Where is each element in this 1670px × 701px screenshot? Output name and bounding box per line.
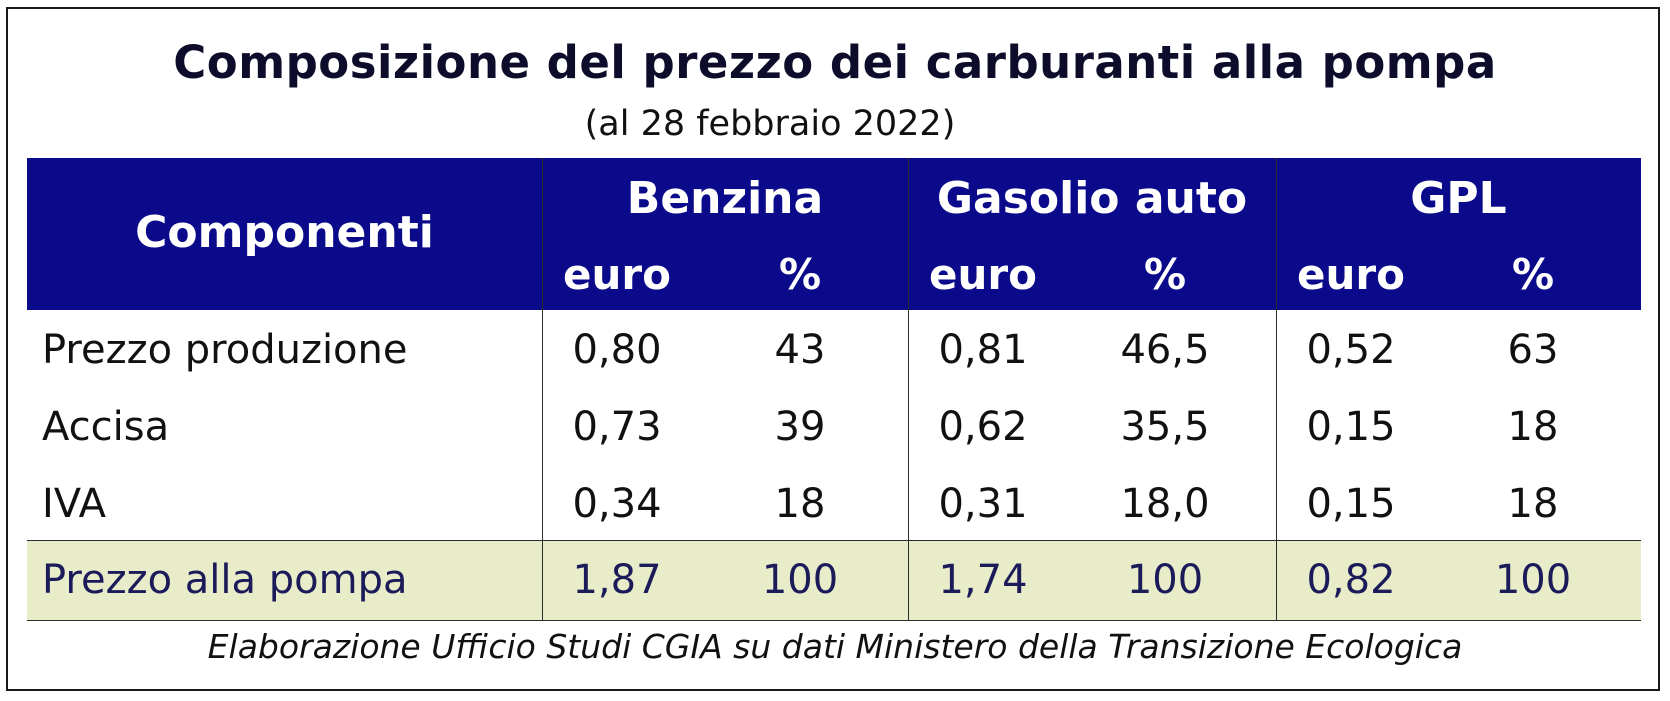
header-gpl-percent: % bbox=[1511, 250, 1555, 299]
header-gasolio-percent: % bbox=[1143, 250, 1187, 299]
table-cell: 0,34 bbox=[572, 481, 662, 527]
table-cell: 18 bbox=[1507, 481, 1559, 527]
table-cell: 63 bbox=[1507, 327, 1559, 373]
column-divider bbox=[1276, 158, 1277, 621]
row-label: Prezzo produzione bbox=[42, 327, 408, 373]
total-row-label: Prezzo alla pompa bbox=[42, 557, 408, 603]
table-cell: 0,81 bbox=[938, 327, 1028, 373]
header-benzina: Benzina bbox=[626, 173, 824, 224]
row-divider bbox=[27, 540, 1641, 541]
row-label: IVA bbox=[42, 481, 106, 527]
header-benzina-euro: euro bbox=[563, 250, 671, 299]
table-cell: 43 bbox=[774, 327, 826, 373]
table-cell: 0,31 bbox=[938, 481, 1028, 527]
table-cell: 18 bbox=[1507, 404, 1559, 450]
table-cell: 18,0 bbox=[1120, 481, 1210, 527]
table-header bbox=[27, 158, 1641, 310]
row-label: Accisa bbox=[42, 404, 170, 450]
table-cell: 0,62 bbox=[938, 404, 1028, 450]
row-divider bbox=[27, 620, 1641, 621]
header-gasolio: Gasolio auto bbox=[936, 173, 1248, 224]
table-title: Composizione del prezzo dei carburanti a… bbox=[173, 36, 1497, 89]
table-subtitle: (al 28 febbraio 2022) bbox=[584, 104, 956, 144]
header-componenti: Componenti bbox=[135, 207, 434, 258]
header-gpl: GPL bbox=[1410, 173, 1507, 224]
table-cell: 18 bbox=[774, 481, 826, 527]
table-cell: 0,73 bbox=[572, 404, 662, 450]
table-cell: 0,52 bbox=[1306, 327, 1396, 373]
header-gasolio-euro: euro bbox=[929, 250, 1037, 299]
total-cell: 100 bbox=[1126, 557, 1204, 603]
table-cell: 46,5 bbox=[1120, 327, 1210, 373]
table-cell: 39 bbox=[774, 404, 826, 450]
total-row-background bbox=[27, 540, 1641, 621]
column-divider bbox=[908, 158, 909, 621]
table-cell: 0,80 bbox=[572, 327, 662, 373]
header-gpl-euro: euro bbox=[1297, 250, 1405, 299]
header-benzina-percent: % bbox=[778, 250, 822, 299]
table-cell: 0,15 bbox=[1306, 404, 1396, 450]
total-cell: 100 bbox=[761, 557, 839, 603]
total-cell: 1,87 bbox=[572, 557, 662, 603]
total-cell: 1,74 bbox=[938, 557, 1028, 603]
table-cell: 35,5 bbox=[1120, 404, 1210, 450]
source-note: Elaborazione Ufficio Studi CGIA su dati … bbox=[207, 627, 1463, 666]
column-divider bbox=[542, 158, 543, 621]
table-cell: 0,15 bbox=[1306, 481, 1396, 527]
total-cell: 100 bbox=[1494, 557, 1572, 603]
total-cell: 0,82 bbox=[1306, 557, 1396, 603]
